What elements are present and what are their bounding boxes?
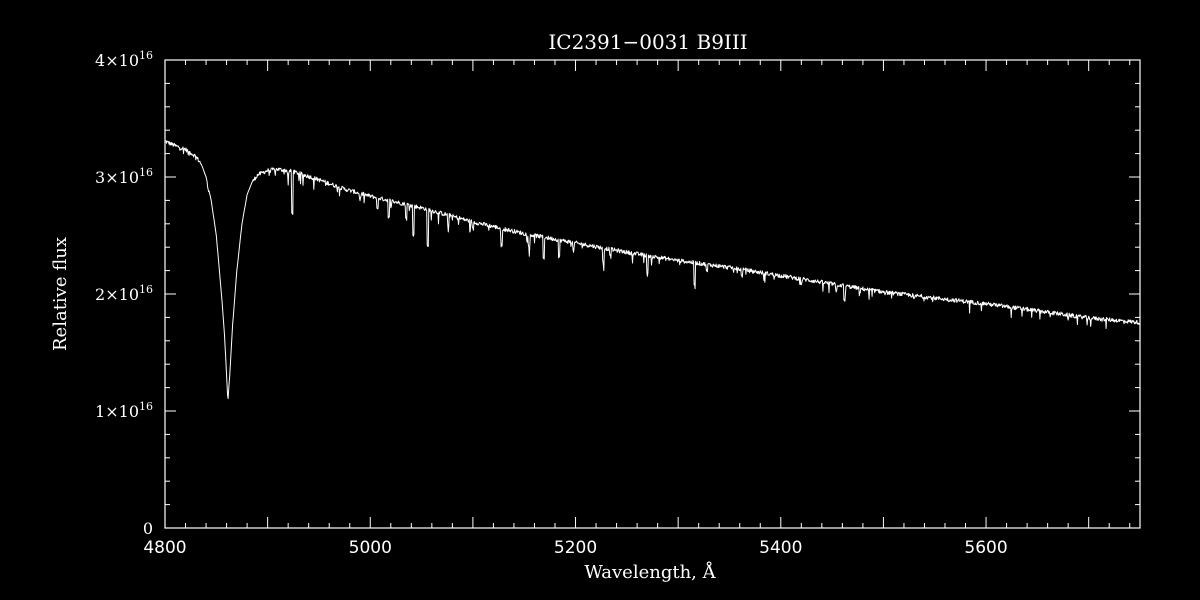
- y-tick-label: 1×1016: [95, 400, 153, 421]
- tick-labels-group: 4800 5000 5200 5400 5600 0 1×1016 2×1016 3×1016 4…: [95, 49, 1008, 558]
- x-tick-label: 4800: [143, 538, 186, 558]
- x-tick-label: 5000: [349, 538, 392, 558]
- y-axis-label: Relative flux: [50, 237, 71, 351]
- spectrum-line: [164, 140, 1141, 400]
- y-tick-label: 4×1016: [95, 49, 153, 70]
- x-tick-label: 5400: [759, 538, 802, 558]
- y-tick-label: 3×1016: [95, 166, 153, 187]
- chart-title: IC2391−0031 B9III: [548, 30, 747, 54]
- ticks-group: [164, 59, 1140, 529]
- y-tick-label: 0: [143, 519, 153, 538]
- x-tick-label: 5600: [964, 538, 1007, 558]
- x-tick-label: 5200: [554, 538, 597, 558]
- y-tick-label: 2×1016: [95, 283, 153, 304]
- series-group: [164, 140, 1141, 400]
- x-axis-label: Wavelength, Å: [584, 561, 716, 583]
